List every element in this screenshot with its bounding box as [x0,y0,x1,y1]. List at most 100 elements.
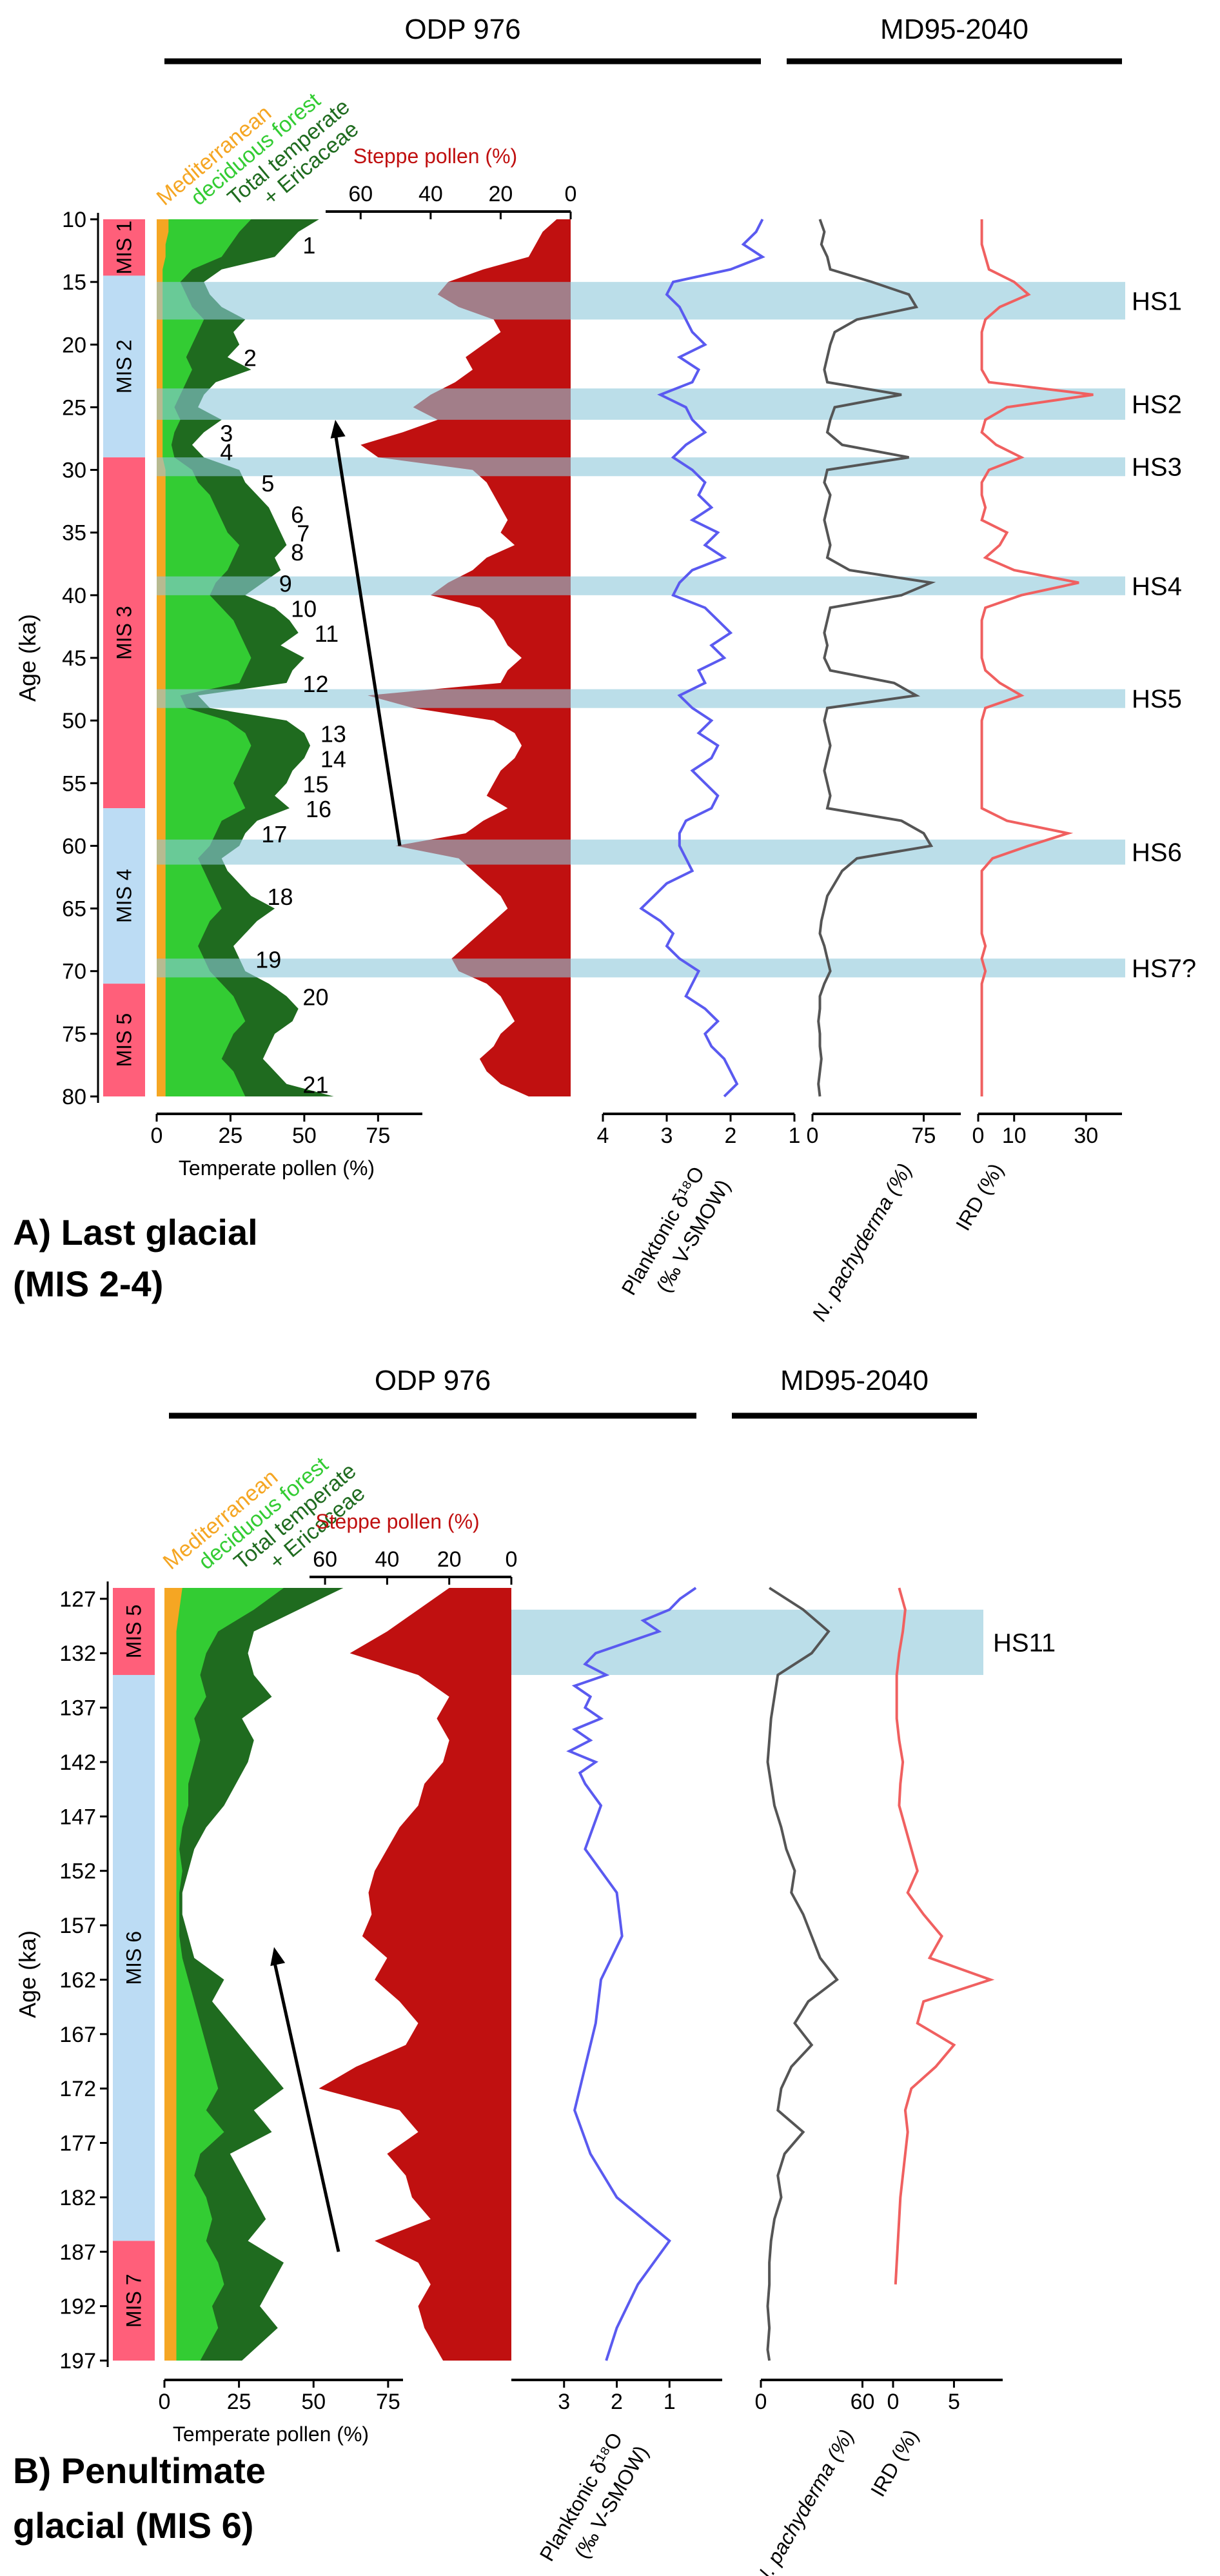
panel-b-y-tick-label: 137 [59,1696,96,1721]
panel-b-y-axis-label: Age (ka) [14,1930,41,2018]
panel-a-mis-block [103,457,145,809]
panel-a-y-tick-label: 80 [62,1085,86,1109]
panel-a-y-axis-label: Age (ka) [14,614,41,702]
panel-a-steppe-axis-label: Steppe pollen (%) [353,144,517,168]
panel-a-event-label: 7 [297,520,310,547]
panel-b-hs-band [511,1609,983,1675]
panel-a-event-label: 9 [279,570,292,597]
panel-b-y-tick-label: 197 [59,2349,96,2373]
panel-a-mis-label: MIS 1 [113,221,136,275]
panel-a-hs-label: HS6 [1132,838,1182,867]
panel-b-steppe-tick-label: 20 [437,1547,462,1572]
panel-a-temperate-axis-tick-label: 75 [366,1124,390,1148]
panel-b-y-tick-label: 167 [59,2023,96,2047]
panel-b-ird-line [894,1587,995,2284]
panel-a-hs-band [157,282,1125,320]
panel-a-mis-block [103,808,145,984]
panel-b-mis-label: MIS 7 [123,2274,146,2328]
panel-a-event-label: 5 [261,470,274,497]
panel-a-y-tick-label: 20 [62,333,86,357]
panel-a-hs-label: HS5 [1132,685,1182,713]
panel-a-d18o-line [639,219,765,1098]
panel-b-temperate-axis-tick-label: 25 [227,2390,251,2414]
panel-a-event-label: 16 [306,796,331,822]
panel-a-ird-line [980,219,1094,1096]
panel-a-event-label: 11 [315,620,339,647]
panel-a-event-label: 6 [291,502,304,528]
panel-b-steppe-axis-label: Steppe pollen (%) [315,1510,479,1533]
panel-a-event-label: 12 [302,671,328,697]
panel-a-y-tick-label: 35 [62,521,86,546]
panel-a-event-label: 2 [244,345,257,372]
panel-b-mis-block [113,1674,155,2241]
panel-b-d18o-line [566,1587,697,2361]
panel-a-hs-band [157,457,1125,477]
panel-b-mis-block [113,1588,155,1675]
panel-b-y-tick-label: 182 [59,2186,96,2210]
panel-a-steppe-tick-label: 20 [489,182,513,206]
panel-a-steppe-tick-label: 60 [348,182,373,206]
panel-a-steppe-area [360,219,571,1096]
panel-a-core-label: ODP 976 [404,14,520,45]
panel-b-mis-label: MIS 6 [123,1931,146,1985]
panel-a-title: A) Last glacial [13,1212,258,1253]
panel-a-hs-label: HS1 [1132,287,1182,315]
panel-a-d18o-axis-tick-label: 1 [789,1124,801,1148]
panel-b-y-tick-label: 142 [59,1750,96,1775]
panel-a-hs-label: HS7? [1132,955,1196,983]
panel-b-trend-arrow-head [270,1947,286,1967]
panel-b-temperate-axis-tick-label: 50 [301,2390,326,2414]
panel-a-y-tick-label: 25 [62,395,86,420]
panel-a-trend-arrow-shaft [333,432,402,846]
panel-a-core-label: MD95-2040 [880,14,1028,45]
panel-b-mediterranean-area [164,1588,182,2361]
panel-a-mis-label: MIS 3 [113,606,136,660]
panel-b-y-tick-label: 132 [59,1641,96,1666]
panel-a-event-label: 17 [261,821,287,847]
panel-b-y-tick-label: 187 [59,2240,96,2264]
panel-b-y-tick-label: 177 [59,2132,96,2156]
panel-a-hs-band [157,689,1125,708]
panel-a-d18o-axis-tick-label: 3 [661,1124,673,1148]
panel-b-hs-label: HS11 [993,1629,1056,1657]
panel-b-y-tick-label: 192 [59,2295,96,2319]
panel-b-npachyderma-axis-tick-label: 0 [755,2390,767,2414]
panel-a-mis-label: MIS 2 [113,339,136,393]
panel-a-event-label: 10 [291,595,317,622]
panel-a-event-label: 21 [302,1072,328,1098]
panel-b-d18o-axis-tick-label: 3 [558,2390,570,2414]
panel-a-ird-axis-label: IRD (%) [951,1160,1008,1235]
panel-b-ird-axis-tick-label: 0 [887,2390,900,2414]
panel-b-total-temperate-area [164,1588,344,2361]
panel-a-y-tick-label: 70 [62,960,86,984]
panel-a-hs-label: HS3 [1132,453,1182,482]
panel-a-npachyderma-line [817,219,936,1097]
panel-a-mis-block [103,275,145,458]
panel-a-hs-label: HS2 [1132,391,1182,419]
panel-a-npachyderma-axis-tick-label: 0 [807,1124,819,1148]
panel-a-temperate-axis-label: Temperate pollen (%) [179,1156,375,1180]
panel-b-y-tick-label: 147 [59,1805,96,1829]
panel-a-event-label: 14 [320,746,346,772]
panel-a-ird-axis-tick-label: 0 [972,1124,985,1148]
panel-a-y-tick-label: 55 [62,771,86,796]
panel-a-mediterranean-area [157,219,169,1096]
panel-b-npachyderma-axis-label: N. pachyderma (%) [749,2426,858,2576]
panel-a-d18o-axis-tick-label: 4 [597,1124,609,1148]
panel-b-ird-axis-label: IRD (%) [866,2426,923,2501]
panel-b-ird-axis-tick-label: 5 [948,2390,960,2414]
panel-b-title: glacial (MIS 6) [13,2505,253,2546]
panel-a-mis-label: MIS 5 [113,1013,136,1067]
panel-a-steppe-tick-label: 40 [418,182,443,206]
panel-a-mis-block [103,984,145,1096]
panel-b-steppe-tick-label: 40 [375,1547,399,1572]
panel-b-mis-block [113,2241,155,2361]
panel-a-event-label: 8 [291,539,304,566]
panel-a-y-tick-label: 15 [62,270,86,295]
panel-b-trend-arrow-shaft [272,1959,340,2252]
panel-b-y-tick-label: 172 [59,2077,96,2101]
panel-a-event-label: 4 [220,439,233,465]
panel-a-y-tick-label: 60 [62,834,86,858]
panel-a-event-label: 20 [302,984,328,1011]
